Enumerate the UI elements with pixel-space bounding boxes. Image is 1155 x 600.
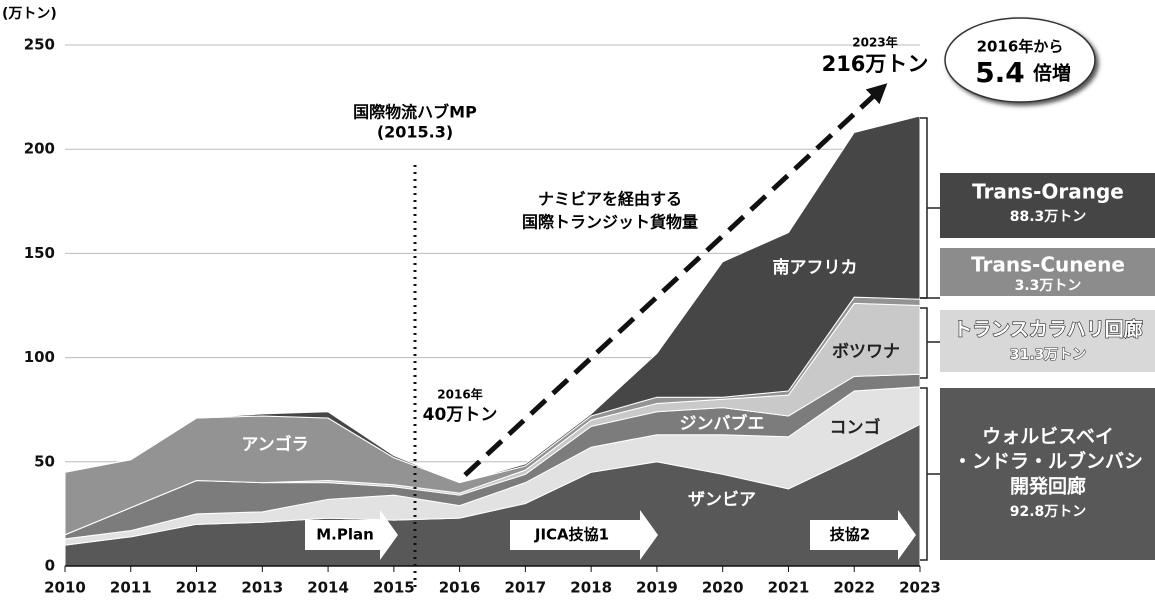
y-tick-label: 100 (24, 348, 55, 366)
corridor-name: Trans-Orange (972, 180, 1124, 204)
phase-arrow (510, 510, 658, 560)
corridor-box (940, 173, 1155, 238)
corridor-amount: 92.8万トン (1010, 504, 1087, 520)
series-label: コンゴ (830, 417, 881, 438)
x-tick-label: 2017 (505, 579, 547, 597)
x-tick-label: 2016 (439, 579, 481, 597)
x-tick-label: 2013 (241, 579, 283, 597)
annotation: 2016年 (437, 387, 482, 402)
corridor-amount: 3.3万トン (1015, 278, 1082, 294)
y-tick-label: 0 (45, 557, 55, 575)
corridor-box (940, 248, 1155, 296)
annotation: ナミビアを経由する (538, 190, 682, 209)
y-tick-label: 200 (24, 140, 55, 158)
trend-arrow (463, 83, 888, 477)
phase-arrow (305, 510, 398, 560)
phase-label: 技協2 (830, 526, 870, 544)
x-tick-label: 2010 (44, 579, 86, 597)
corridor-name: Trans-Cunene (971, 253, 1125, 277)
x-tick-label: 2011 (110, 579, 152, 597)
annotation: 216万トン (822, 52, 929, 76)
growth-badge (944, 17, 1096, 103)
x-tick-label: 2023 (899, 579, 941, 597)
y-tick-label: 50 (34, 452, 55, 470)
corridor-amount: 31.3万トン (1010, 347, 1087, 363)
corridor-name: ウォルビスベイ (982, 426, 1114, 448)
corridor-box (940, 388, 1155, 560)
annotation: 国際トランジット貨物量 (522, 213, 698, 232)
annotation: 倍増 (1033, 62, 1071, 85)
x-tick-label: 2021 (768, 579, 810, 597)
x-tick-label: 2019 (636, 579, 678, 597)
x-tick-label: 2020 (702, 579, 744, 597)
phase-label: M.Plan (316, 526, 374, 544)
corridor-name: 開発回廊 (1010, 475, 1086, 498)
series-label: ボツワナ (832, 342, 900, 362)
phase-label: JICA技協1 (534, 526, 609, 544)
x-tick-label: 2015 (373, 579, 415, 597)
series-label: アンゴラ (241, 434, 308, 455)
brackets (920, 117, 940, 561)
area (64, 115, 921, 484)
annotation: 2023年 (852, 35, 897, 50)
series-label: ザンビア (688, 490, 756, 510)
series-label: 南アフリカ (773, 257, 858, 278)
plot-area (64, 44, 921, 567)
annotation: 2016年から (977, 38, 1064, 56)
x-tick-label: 2012 (176, 579, 218, 597)
annotation: 5.4 (975, 56, 1025, 89)
y-axis-label: (万トン) (2, 6, 57, 22)
x-tick-label: 2014 (307, 579, 349, 597)
phase-arrow (810, 510, 916, 560)
series-labels: ザンビア コンゴ ジンバブエ ボツワナ アンゴラ 南アフリカ (241, 257, 900, 510)
corridor-amount: 88.3万トン (1010, 209, 1087, 225)
corridor-name: トランスカラハリ回廊 (953, 318, 1142, 341)
annotation: 国際物流ハブMP (353, 103, 477, 122)
series-label: ジンバブエ (680, 413, 765, 434)
corridor-box (940, 310, 1155, 372)
annotation: 40万トン (423, 405, 498, 425)
corridor-name: ・ンドラ・ルブンバシ (953, 450, 1143, 473)
annotation: (2015.3) (377, 123, 453, 142)
y-tick-label: 150 (24, 244, 55, 262)
y-tick-label: 250 (24, 36, 55, 54)
phase-arrows (305, 510, 916, 560)
x-tick-label: 2022 (833, 579, 875, 597)
x-tick-label: 2018 (570, 579, 612, 597)
